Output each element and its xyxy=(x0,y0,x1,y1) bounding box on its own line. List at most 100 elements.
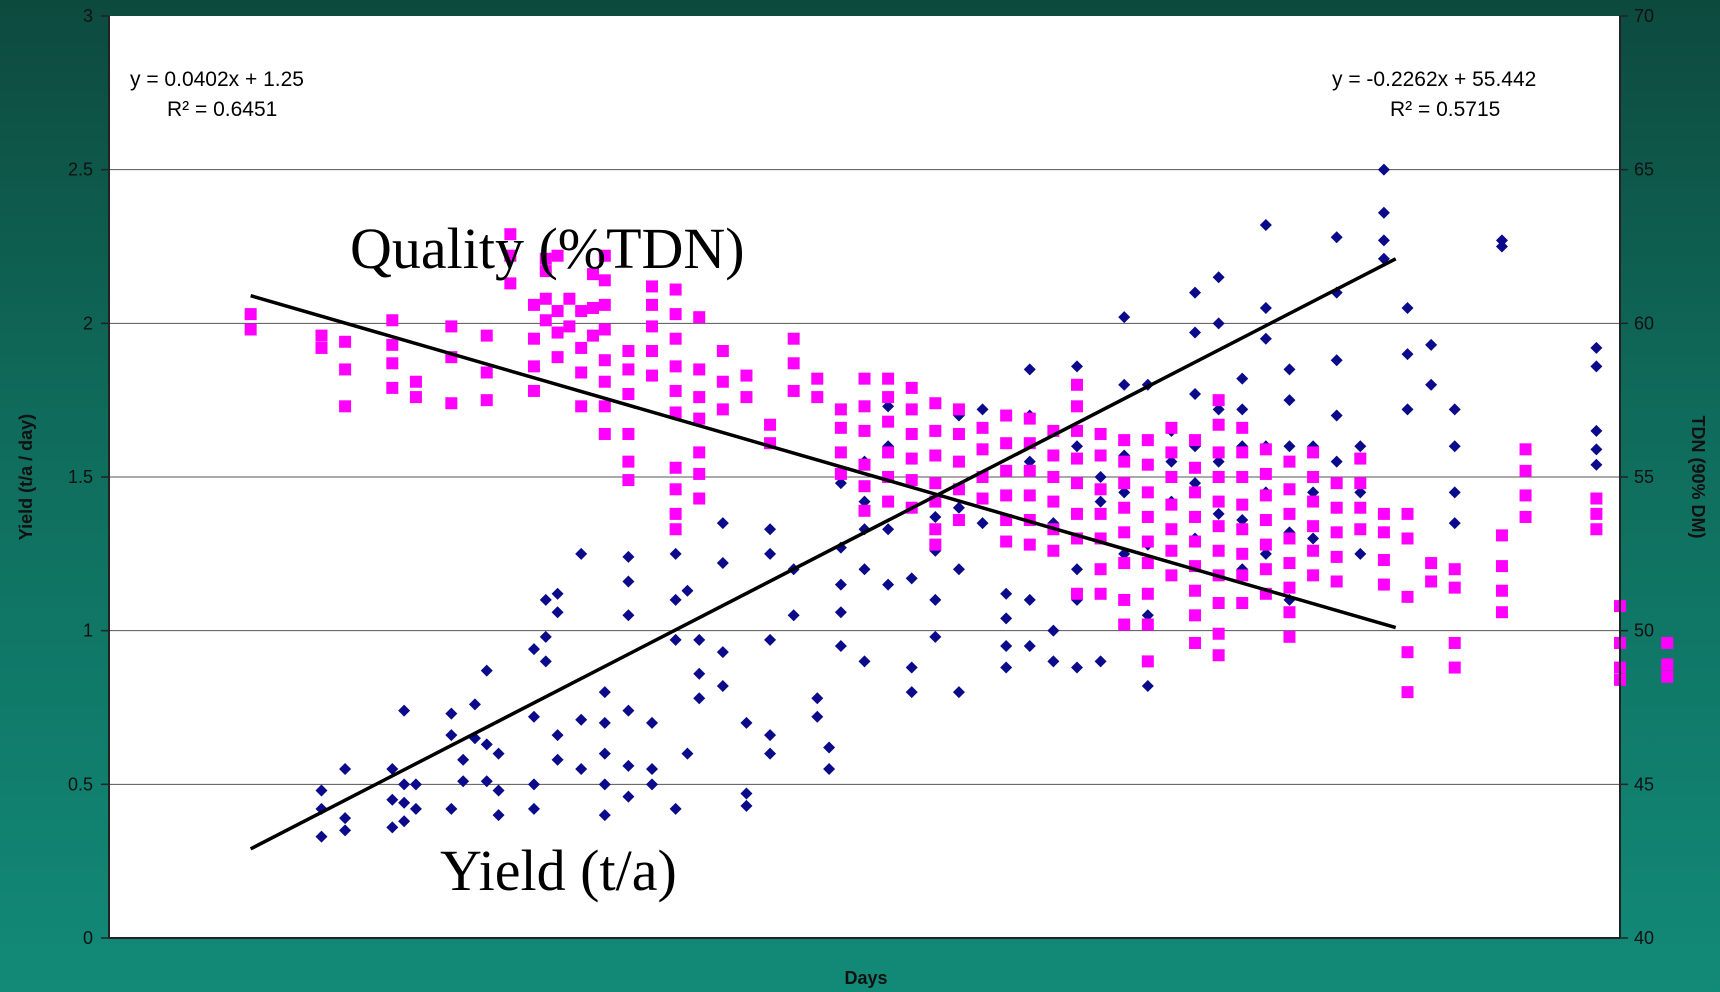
quality-point xyxy=(1023,464,1036,477)
yield-point xyxy=(622,759,635,772)
tick-labels: 0 40 0.5 45 1 50 1.5 55 2 60 2.5 65 3 70 xyxy=(68,6,1654,948)
quality-point xyxy=(905,474,918,487)
yield-point xyxy=(1448,403,1461,416)
quality-point xyxy=(905,427,918,440)
quality-point xyxy=(622,455,635,468)
quality-point xyxy=(1283,606,1296,619)
quality-point xyxy=(598,400,611,413)
quality-point xyxy=(598,427,611,440)
quality-point xyxy=(882,415,895,428)
quality-point xyxy=(858,504,871,517)
quality-point xyxy=(669,360,682,373)
yield-point xyxy=(457,753,470,766)
quality-point xyxy=(1283,483,1296,496)
yield-point xyxy=(740,787,753,800)
tick-label-left: 0.5 xyxy=(68,774,93,794)
yield-point xyxy=(1330,409,1343,422)
tick-label-right: 50 xyxy=(1634,621,1654,641)
quality-point xyxy=(1212,446,1225,459)
quality-point xyxy=(1661,658,1674,671)
quality-point xyxy=(669,283,682,296)
yield-point xyxy=(1189,388,1202,401)
trendlines xyxy=(249,257,1397,851)
quality-point xyxy=(586,301,599,314)
yield-point xyxy=(811,710,824,723)
quality-point xyxy=(598,249,611,262)
quality-point xyxy=(1354,523,1367,536)
tick-label-right: 40 xyxy=(1634,928,1654,948)
quality-point xyxy=(527,332,540,345)
quality-point xyxy=(646,369,659,382)
yield-point xyxy=(905,686,918,699)
yield-point xyxy=(1448,486,1461,499)
gridlines xyxy=(109,169,1620,785)
quality-point xyxy=(622,363,635,376)
quality-point xyxy=(1212,495,1225,508)
yield-point xyxy=(398,704,411,717)
quality-point xyxy=(1165,523,1178,536)
yield-point xyxy=(905,661,918,674)
yield-point xyxy=(315,784,328,797)
yield-point xyxy=(1425,378,1438,391)
yield-point xyxy=(764,523,777,536)
quality-point xyxy=(586,268,599,281)
quality-point xyxy=(1307,471,1320,483)
quality-point xyxy=(905,452,918,465)
quality-point xyxy=(929,523,942,536)
yield-point xyxy=(1212,455,1225,468)
yield-point xyxy=(1307,532,1320,545)
quality-point xyxy=(1141,434,1154,447)
yield-point xyxy=(1377,206,1390,219)
yield-point xyxy=(1259,301,1272,314)
quality-point xyxy=(905,403,918,416)
quality-point xyxy=(1259,538,1272,551)
quality-point xyxy=(504,228,517,241)
quality-point xyxy=(1590,492,1603,505)
yield-point xyxy=(1590,424,1603,437)
quality-point xyxy=(1283,532,1296,545)
quality-point xyxy=(1094,563,1107,576)
quality-point xyxy=(1259,467,1272,480)
yield-point xyxy=(1236,372,1249,385)
yield-point xyxy=(492,809,505,822)
quality-point xyxy=(1519,510,1532,523)
quality-point xyxy=(1495,606,1508,619)
yield-point xyxy=(539,593,552,606)
yield-point xyxy=(315,830,328,843)
yield-point xyxy=(1000,587,1013,600)
quality-point xyxy=(1354,501,1367,514)
yield-point xyxy=(929,510,942,523)
yield-point xyxy=(339,762,352,775)
yield-point xyxy=(976,517,989,530)
yield-point xyxy=(1212,317,1225,330)
tick-label-left: 2 xyxy=(83,313,93,333)
quality-point xyxy=(1448,661,1461,674)
quality-point xyxy=(929,397,942,410)
quality-point xyxy=(1118,593,1131,606)
quality-point xyxy=(598,323,611,336)
yield-point xyxy=(1425,338,1438,351)
quality-point xyxy=(622,427,635,440)
yield-point xyxy=(1094,471,1107,483)
axes xyxy=(101,15,1628,939)
yield-point xyxy=(858,563,871,576)
quality-point xyxy=(929,538,942,551)
quality-point xyxy=(1141,587,1154,600)
yield-point xyxy=(1377,163,1390,176)
quality-point xyxy=(339,363,352,376)
quality-point xyxy=(1047,495,1060,508)
quality-point xyxy=(1023,412,1036,425)
quality-r2: R² = 0.5715 xyxy=(1390,98,1500,121)
quality-point xyxy=(1661,670,1674,683)
yield-point xyxy=(622,575,635,588)
quality-point xyxy=(575,341,588,354)
yield-point xyxy=(1401,348,1414,361)
yield-point xyxy=(539,655,552,668)
yield-point xyxy=(669,802,682,815)
quality-point xyxy=(976,443,989,456)
quality-point xyxy=(787,357,800,370)
yield-point xyxy=(598,716,611,729)
yield-point xyxy=(1236,403,1249,416)
yield-point xyxy=(445,802,458,815)
yield-point xyxy=(811,692,824,705)
